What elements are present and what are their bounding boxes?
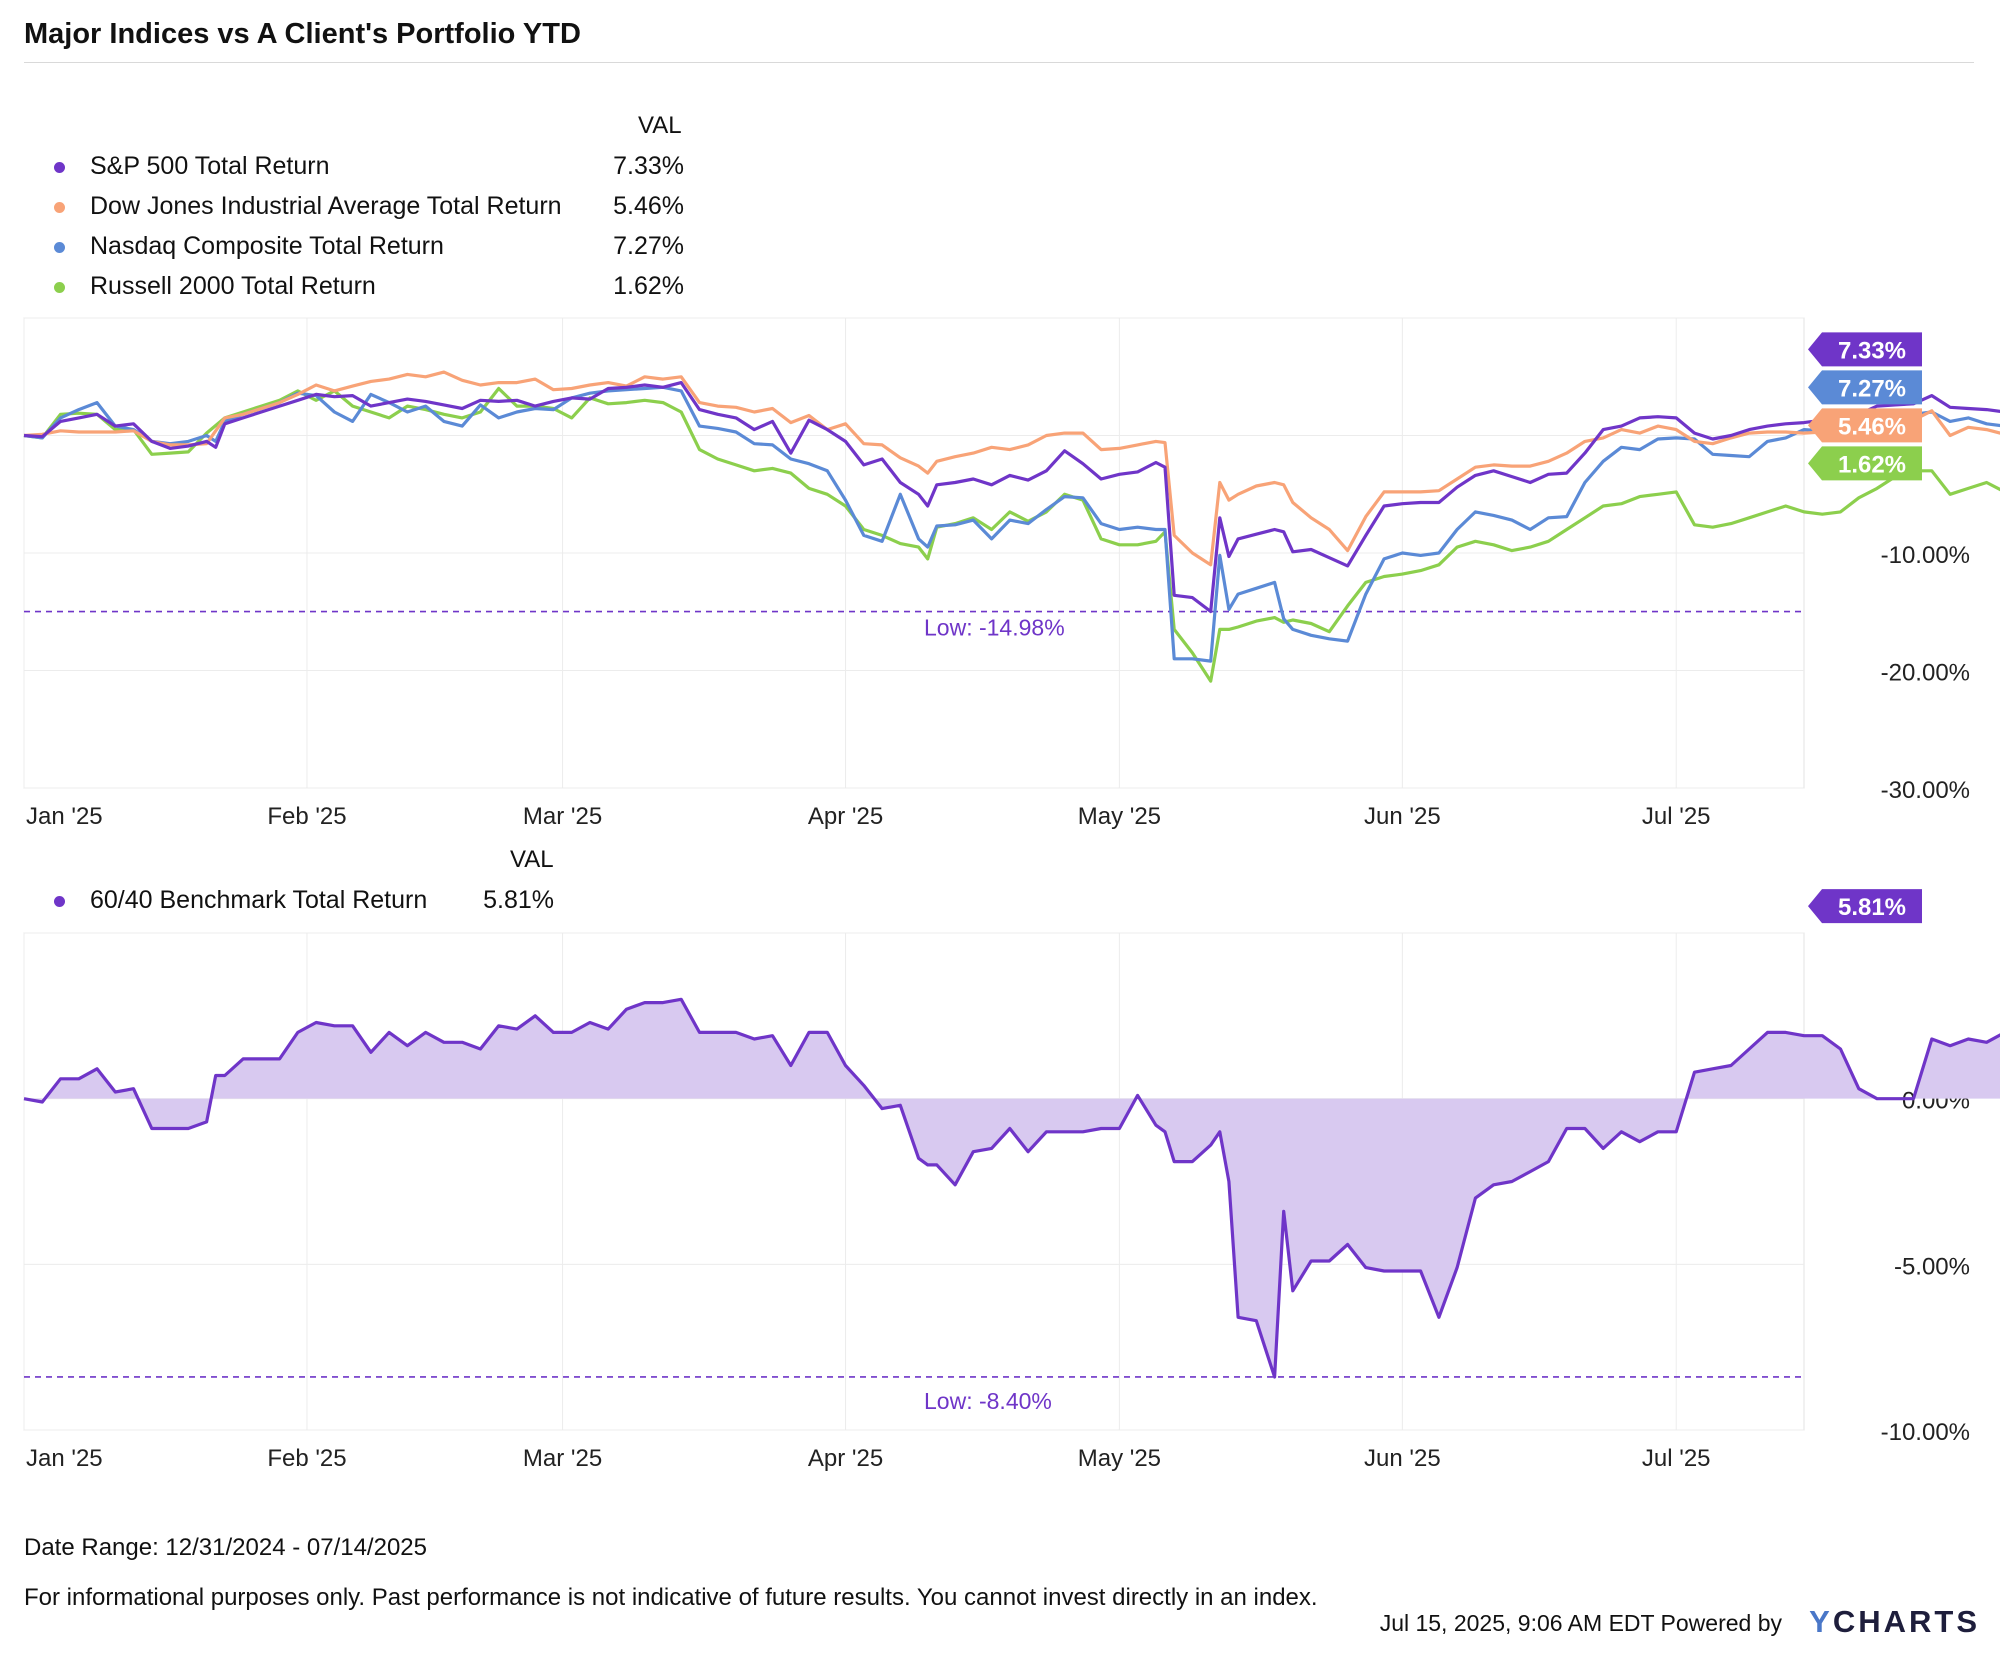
legend-label: Dow Jones Industrial Average Total Retur…	[90, 192, 562, 220]
y-tick-label: -10.00%	[1881, 542, 1970, 569]
logo-rest: CHARTS	[1832, 1604, 1980, 1639]
legend-value: 5.46%	[613, 192, 684, 220]
value-tag	[1808, 332, 1922, 367]
benchmark-area-chart: Jan '25 Feb '25 Mar '25 Apr '25 May '25 Jun '…	[23, 889, 2000, 1472]
low-label: Low: -8.40%	[924, 1388, 1052, 1414]
y-tick-label: -20.00%	[1881, 660, 1970, 687]
legend-label: Russell 2000 Total Return	[90, 272, 376, 300]
value-tag	[1808, 370, 1922, 405]
x-tick-label: Apr '25	[808, 803, 883, 830]
legend-item-6040[interactable]: 60/40 Benchmark Total Return 5.81%	[24, 886, 564, 916]
value-tag	[1808, 408, 1922, 443]
low-label: Low: -14.98%	[924, 615, 1065, 641]
x-tick-label: Feb '25	[267, 1445, 346, 1472]
timestamp: Jul 15, 2025, 9:06 AM EDT Powered by	[1379, 1610, 1782, 1636]
value-tag-label: 5.81%	[1838, 894, 1906, 921]
plot-frame	[23, 932, 1805, 1431]
value-tag	[1808, 446, 1922, 481]
legend-val-header: VAL	[510, 846, 554, 873]
x-tick-label: Mar '25	[523, 1445, 602, 1472]
date-range: Date Range: 12/31/2024 - 07/14/2025	[24, 1534, 427, 1561]
disclaimer: For informational purposes only. Past pe…	[24, 1584, 1318, 1611]
bottom-legend: VAL 60/40 Benchmark Total Return 5.81%	[24, 846, 584, 926]
logo-y: Y	[1809, 1604, 1833, 1639]
legend-item-sp500[interactable]: S&P 500 Total Return 7.33%	[24, 152, 684, 182]
indices-line-chart: Jan '25 Feb '25 Mar '25 Apr '25 May '25 Jun '…	[23, 317, 2000, 830]
x-tick-label: Jun '25	[1364, 1445, 1441, 1472]
series-line	[23, 997, 2000, 1379]
x-tick-label: Jan '25	[26, 1445, 103, 1472]
legend-label: 60/40 Benchmark Total Return	[90, 886, 428, 914]
x-tick-label: May '25	[1078, 1445, 1161, 1472]
legend-value: 7.33%	[613, 152, 684, 180]
value-tag-label: 1.62%	[1838, 451, 1906, 478]
legend-value: 1.62%	[613, 272, 684, 300]
value-tag-label: 5.46%	[1838, 413, 1906, 440]
legend-val-header: VAL	[638, 112, 682, 139]
x-tick-label: Jul '25	[1642, 803, 1711, 830]
series-line	[23, 381, 2000, 614]
x-tick-label: Jul '25	[1642, 1445, 1711, 1472]
value-tag-label: 7.27%	[1838, 375, 1906, 402]
ycharts-logo[interactable]: YCHARTS	[1809, 1604, 1980, 1640]
y-tick-label: -30.00%	[1881, 777, 1970, 804]
legend-label: Nasdaq Composite Total Return	[90, 232, 444, 260]
series-area-fill	[24, 999, 2000, 1377]
value-tag-label: 7.33%	[1838, 337, 1906, 364]
series-dot-icon	[54, 242, 65, 253]
top-legend: VAL S&P 500 Total Return 7.33% Dow Jones…	[24, 112, 704, 302]
series-dot-icon	[54, 282, 65, 293]
x-tick-label: Feb '25	[267, 803, 346, 830]
series-dot-icon	[54, 202, 65, 213]
legend-value: 7.27%	[613, 232, 684, 260]
x-tick-label: Apr '25	[808, 1445, 883, 1472]
y-tick-label: -10.00%	[1881, 1419, 1970, 1446]
title-divider	[24, 62, 1974, 63]
legend-item-russell[interactable]: Russell 2000 Total Return 1.62%	[24, 272, 684, 302]
y-tick-label: -5.00%	[1894, 1253, 1970, 1280]
x-tick-label: May '25	[1078, 803, 1161, 830]
legend-item-nasdaq[interactable]: Nasdaq Composite Total Return 7.27%	[24, 232, 684, 262]
legend-label: S&P 500 Total Return	[90, 152, 330, 180]
chart-title: Major Indices vs A Client's Portfolio YT…	[24, 18, 581, 50]
series-dot-icon	[54, 162, 65, 173]
legend-item-dow[interactable]: Dow Jones Industrial Average Total Retur…	[24, 192, 684, 222]
legend-value: 5.81%	[483, 886, 554, 914]
x-tick-label: Mar '25	[523, 803, 602, 830]
series-dot-icon	[54, 896, 65, 907]
value-tag	[1808, 889, 1922, 924]
x-tick-label: Jun '25	[1364, 803, 1441, 830]
x-tick-label: Jan '25	[26, 803, 103, 830]
